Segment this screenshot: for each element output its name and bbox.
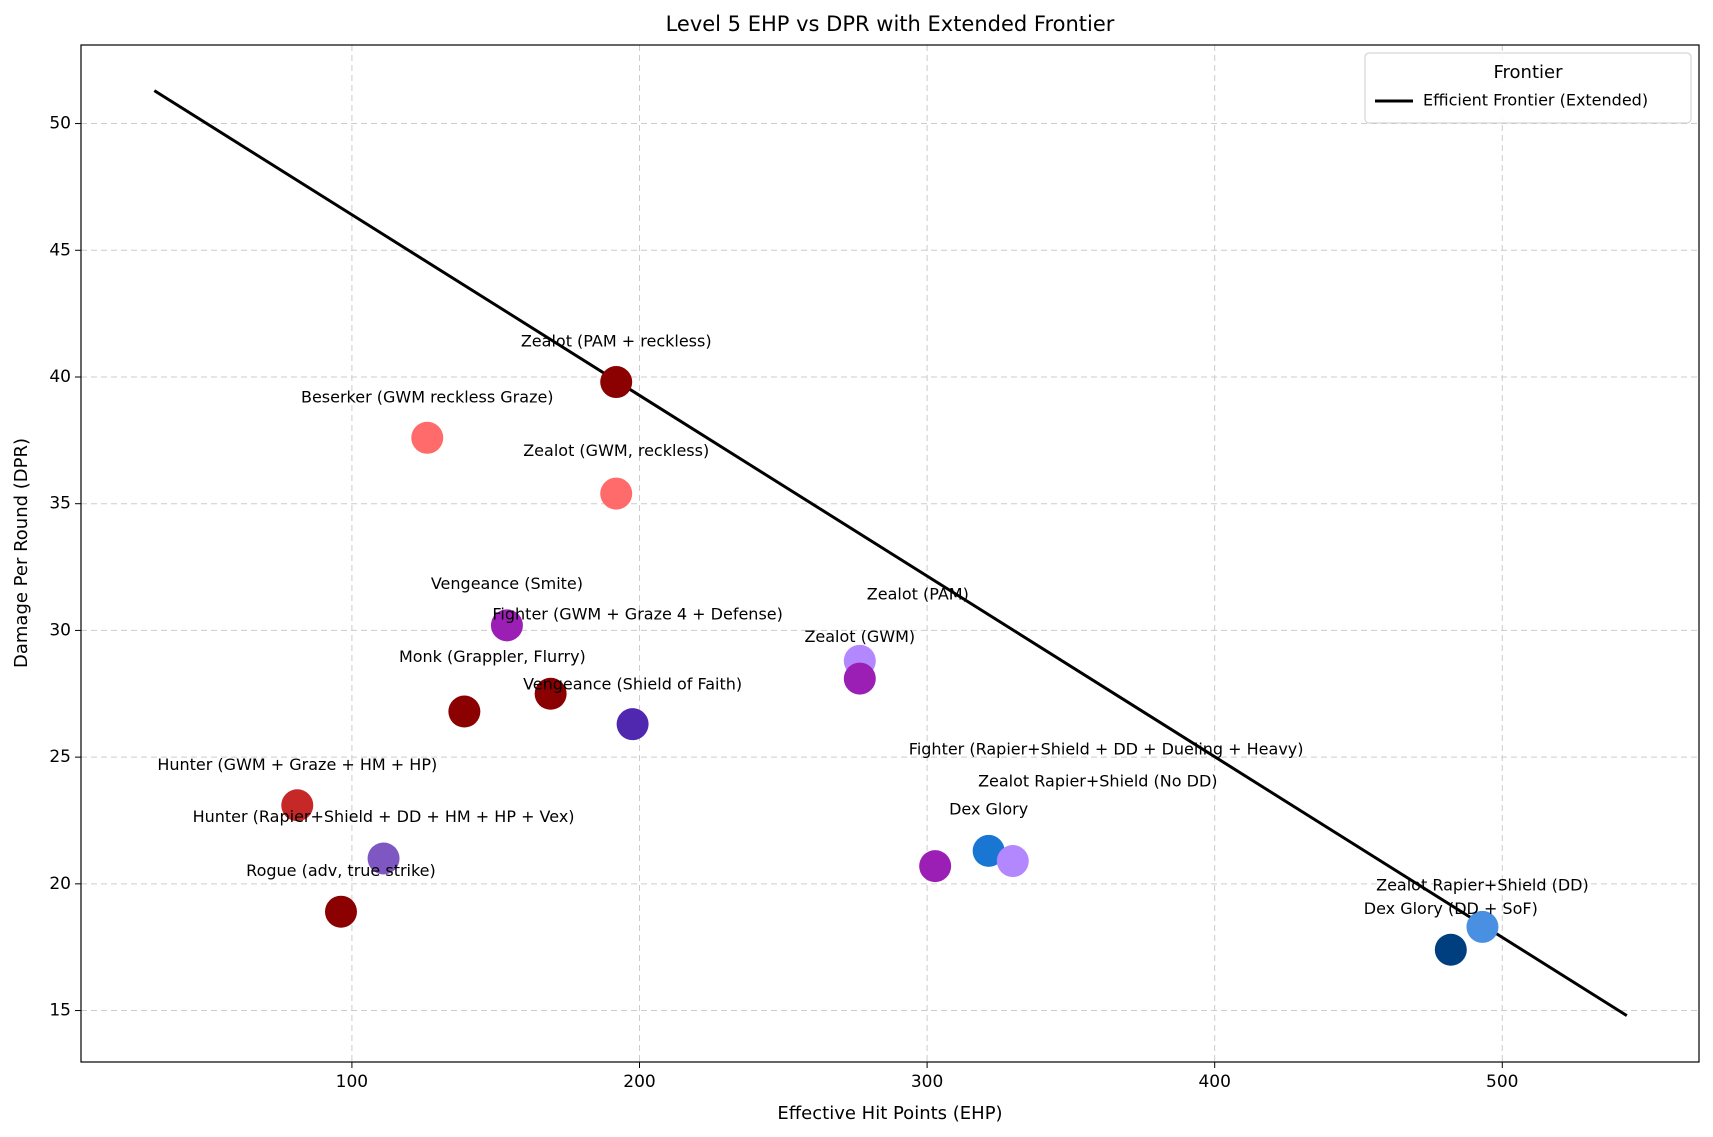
point (972, 834, 1005, 867)
x-tick-label: 100 (336, 1072, 368, 1092)
y-tick-label: 35 (49, 494, 71, 514)
plot-frame (80, 44, 1700, 1063)
point (600, 366, 633, 399)
point-label: Fighter (Rapier+Shield + DD + Dueling + … (909, 740, 1304, 759)
point (490, 609, 523, 642)
point-label: Zealot (PAM + reckless) (521, 332, 712, 351)
point-label: Dex Glory (DD + SoF) (1364, 899, 1538, 918)
point (919, 850, 952, 883)
point-label: Dex Glory (949, 799, 1028, 818)
point-label: Zealot (PAM) (867, 584, 969, 603)
y-tick-label: 30 (49, 620, 71, 640)
y-tick-label: 40 (49, 367, 71, 387)
legend-title: Frontier (1493, 62, 1563, 83)
point-label: Rogue (adv, true strike) (246, 861, 436, 880)
point-label: Monk (Grappler, Flurry) (399, 647, 586, 666)
point (616, 708, 649, 741)
point-label: Zealot Rapier+Shield (No DD) (978, 772, 1217, 791)
y-axis-label: Damage Per Round (DPR) (11, 438, 32, 668)
y-tick-label: 25 (49, 747, 71, 767)
y-tick-label: 45 (49, 240, 71, 260)
x-tick-label: 300 (911, 1072, 943, 1092)
point-label: Beserker (GWM reckless Graze) (301, 387, 554, 406)
point-label: Vengeance (Smite) (431, 574, 583, 593)
point (600, 477, 633, 510)
point (534, 677, 567, 710)
point (1434, 933, 1467, 966)
point-label: Fighter (GWM + Graze 4 + Defense) (492, 604, 782, 623)
x-axis-label: Effective Hit Points (EHP) (777, 1103, 1002, 1124)
point-label: Hunter (Rapier+Shield + DD + HM + HP + V… (193, 807, 575, 826)
point (448, 695, 481, 728)
point (281, 789, 314, 822)
point-label: Zealot (GWM, reckless) (523, 441, 709, 460)
x-tick-label: 500 (1486, 1072, 1518, 1092)
frontier-line (153, 89, 1628, 1017)
point (367, 842, 400, 875)
point-label: Hunter (GWM + Graze + HM + HP) (157, 755, 437, 774)
y-tick-label: 50 (49, 114, 71, 134)
y-tick-label: 20 (49, 874, 71, 894)
legend-label: Efficient Frontier (Extended) (1423, 91, 1648, 110)
x-tick-label: 400 (1198, 1072, 1230, 1092)
point (996, 845, 1029, 878)
point-label: Zealot (GWM) (804, 627, 915, 646)
point (324, 895, 357, 928)
point (843, 662, 876, 695)
point (1466, 910, 1499, 943)
legend-box (1364, 52, 1692, 124)
point (411, 421, 444, 454)
x-tick-label: 200 (623, 1072, 655, 1092)
y-tick-label: 15 (49, 1001, 71, 1021)
point-label: Vengeance (Shield of Faith) (523, 675, 742, 694)
point-label: Zealot Rapier+Shield (DD) (1376, 875, 1589, 894)
chart-title: Level 5 EHP vs DPR with Extended Frontie… (666, 12, 1115, 36)
